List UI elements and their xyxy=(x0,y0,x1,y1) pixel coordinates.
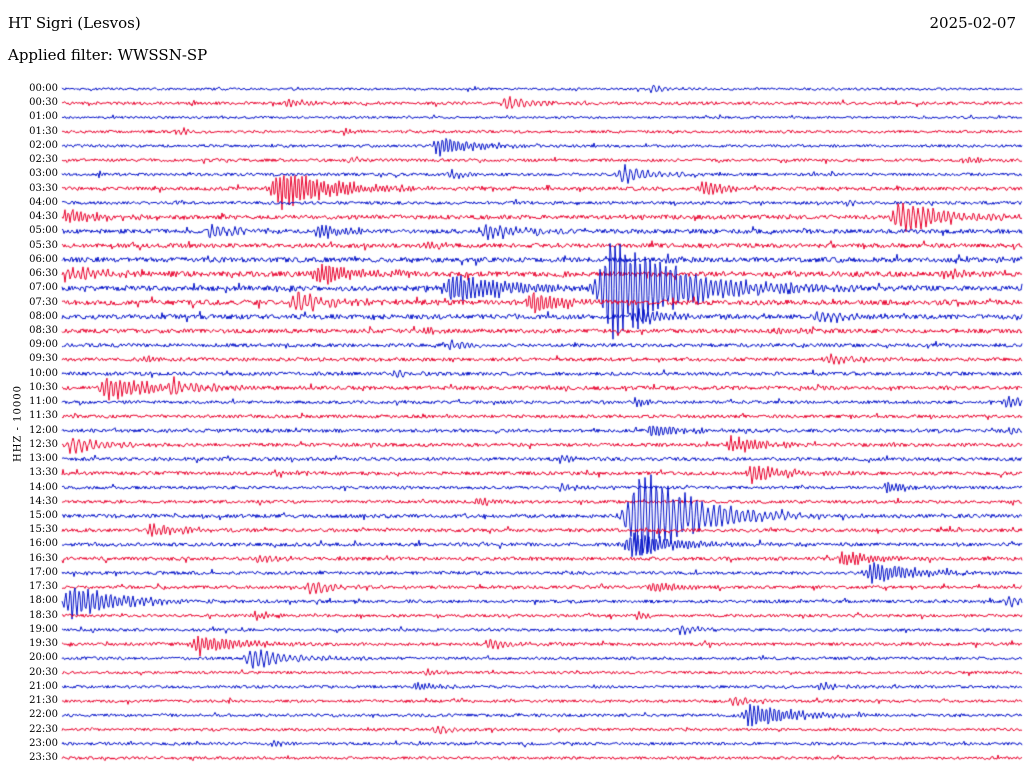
time-label: 10:30 xyxy=(29,381,58,393)
time-label: 13:30 xyxy=(29,467,58,479)
time-label: 22:30 xyxy=(29,723,58,735)
time-label: 20:00 xyxy=(29,652,58,664)
time-label: 05:30 xyxy=(29,239,58,251)
time-label: 00:00 xyxy=(29,83,58,94)
time-label: 04:00 xyxy=(29,196,58,208)
time-label: 09:00 xyxy=(29,339,58,351)
time-label: 06:30 xyxy=(29,268,58,280)
time-label: 18:00 xyxy=(29,595,58,607)
time-label: 03:00 xyxy=(29,168,58,180)
time-label: 21:00 xyxy=(29,680,58,692)
time-label: 19:00 xyxy=(29,623,58,635)
time-label: 12:30 xyxy=(29,438,58,450)
time-label: 17:30 xyxy=(29,581,58,593)
time-label: 13:00 xyxy=(29,453,58,465)
time-label: 04:30 xyxy=(29,211,58,223)
time-label: 07:00 xyxy=(29,282,58,294)
time-label: 15:00 xyxy=(29,510,58,522)
time-label: 14:00 xyxy=(29,481,58,493)
time-label: 05:00 xyxy=(29,225,58,237)
time-label: 12:00 xyxy=(29,424,58,436)
time-label: 22:00 xyxy=(29,709,58,721)
time-label: 02:30 xyxy=(29,154,58,166)
time-label: 19:30 xyxy=(29,638,58,650)
time-label: 21:30 xyxy=(29,695,58,707)
time-label: 20:30 xyxy=(29,666,58,678)
time-label: 08:30 xyxy=(29,324,58,336)
time-label: 16:00 xyxy=(29,538,58,550)
time-label: 14:30 xyxy=(29,495,58,507)
time-label: 15:30 xyxy=(29,524,58,536)
time-label: 08:00 xyxy=(29,310,58,322)
time-label: 02:00 xyxy=(29,139,58,151)
time-label: 23:30 xyxy=(29,751,58,763)
time-label: 23:00 xyxy=(29,737,58,749)
time-label: 17:00 xyxy=(29,566,58,578)
time-label: 00:30 xyxy=(29,97,58,109)
time-label: 16:30 xyxy=(29,552,58,564)
time-label: 07:30 xyxy=(29,296,58,308)
time-label: 11:00 xyxy=(29,396,58,408)
time-label: 06:00 xyxy=(29,253,58,265)
time-label: 09:30 xyxy=(29,353,58,365)
time-label: 18:30 xyxy=(29,609,58,621)
time-label: 10:00 xyxy=(29,367,58,379)
time-label: 03:30 xyxy=(29,182,58,194)
time-label: 01:30 xyxy=(29,125,58,137)
time-label: 11:30 xyxy=(29,410,58,422)
time-label: 01:00 xyxy=(29,111,58,123)
